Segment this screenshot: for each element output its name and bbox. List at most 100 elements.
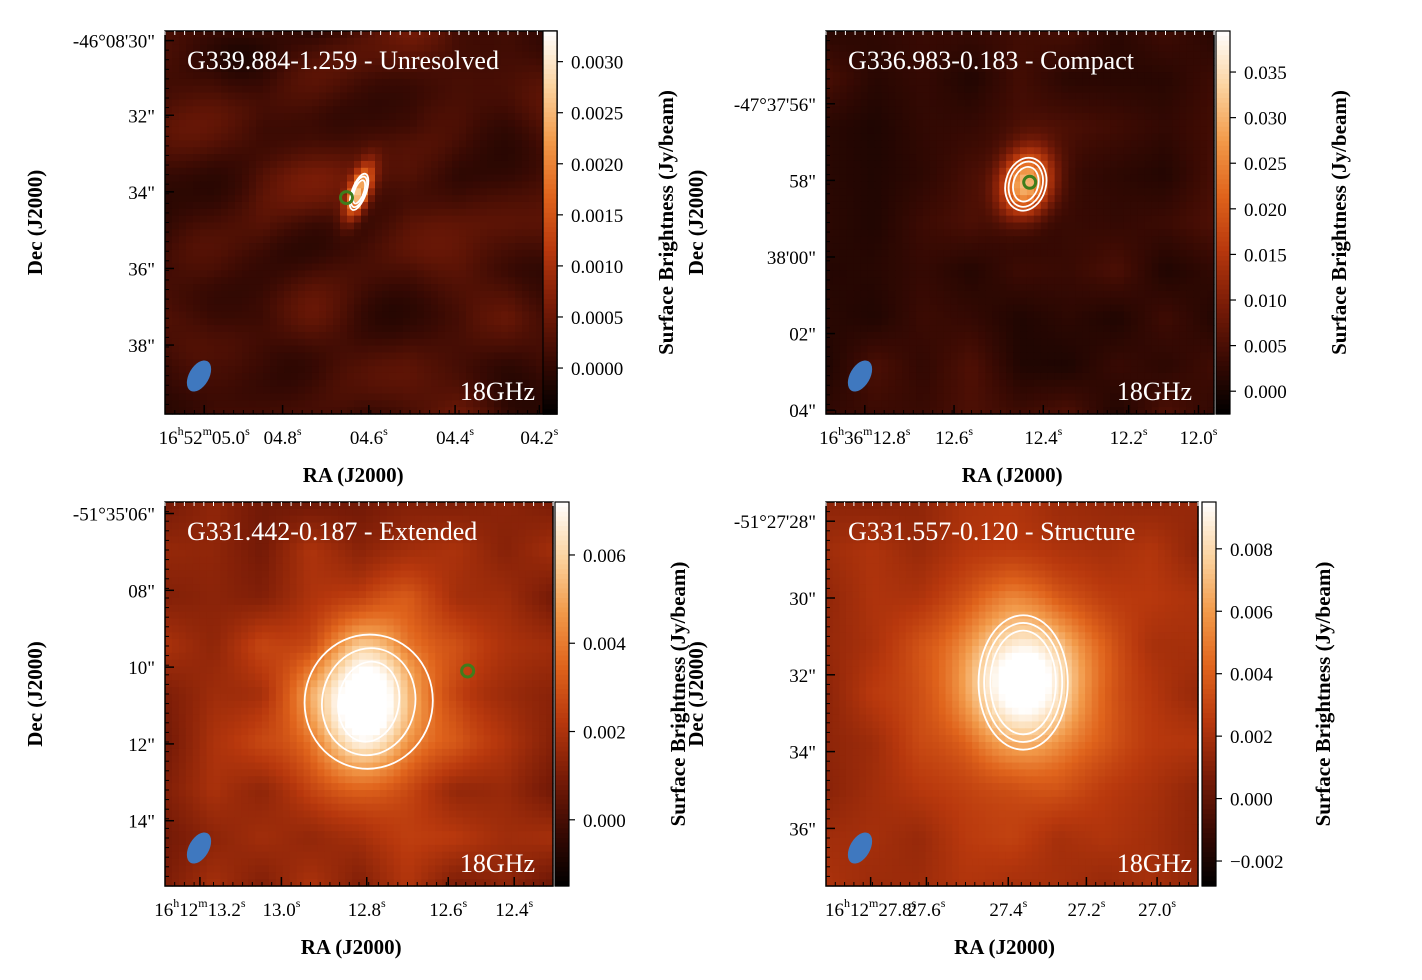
heatmap-pixel — [881, 140, 889, 148]
heatmap-pixel — [1123, 140, 1132, 148]
heatmap-pixel — [874, 188, 883, 196]
heatmap-pixel — [305, 140, 313, 148]
heatmap-pixel — [522, 78, 530, 87]
heatmap-pixel — [354, 331, 362, 340]
heatmap-pixel — [270, 407, 278, 415]
heatmap-pixel — [382, 99, 390, 107]
heatmap-pixel — [1013, 51, 1021, 59]
heatmap-pixel — [1151, 133, 1160, 142]
heatmap-pixel — [909, 65, 917, 73]
heatmap-pixel — [305, 160, 313, 169]
heatmap-pixel — [228, 31, 236, 39]
heatmap-pixel — [326, 154, 334, 162]
heatmap-pixel — [382, 372, 390, 381]
heatmap-pixel — [284, 37, 292, 46]
heatmap-pixel — [1047, 174, 1056, 183]
heatmap-pixel — [312, 359, 320, 367]
heatmap-pixel — [826, 215, 834, 224]
heatmap-pixel — [298, 201, 306, 210]
heatmap-pixel — [964, 92, 973, 100]
heatmap-pixel — [999, 133, 1007, 142]
heatmap-pixel — [992, 99, 1000, 107]
heatmap-pixel — [1144, 215, 1153, 224]
heatmap-pixel — [165, 92, 173, 100]
heatmap-pixel — [396, 400, 404, 408]
heatmap-pixel — [929, 58, 938, 66]
heatmap-pixel — [249, 51, 257, 59]
heatmap-pixel — [916, 154, 924, 162]
heatmap-pixel — [832, 160, 841, 169]
heatmap-pixel — [165, 126, 173, 135]
heatmap-pixel — [473, 318, 481, 326]
heatmap-pixel — [536, 167, 544, 176]
heatmap-pixel — [410, 154, 418, 162]
heatmap-pixel — [312, 65, 320, 73]
heatmap-pixel — [515, 236, 523, 244]
heatmap-pixel — [438, 318, 446, 326]
heatmap-pixel — [1172, 44, 1180, 53]
heatmap-pixel — [536, 236, 544, 244]
heatmap-pixel — [284, 236, 292, 244]
heatmap-pixel — [431, 31, 439, 39]
heatmap-pixel — [1026, 140, 1035, 148]
heatmap-pixel — [473, 359, 481, 367]
heatmap-pixel — [909, 140, 917, 148]
heatmap-pixel — [417, 236, 425, 244]
heatmap-pixel — [249, 113, 257, 121]
heatmap-pixel — [1117, 106, 1125, 114]
heatmap-pixel — [214, 126, 222, 135]
heatmap-pixel — [361, 277, 369, 285]
heatmap-pixel — [1117, 188, 1125, 196]
heatmap-pixel — [403, 160, 411, 169]
heatmap-pixel — [1082, 133, 1090, 142]
heatmap-pixel — [375, 263, 383, 271]
heatmap-pixel — [291, 366, 299, 374]
heatmap-pixel — [312, 208, 320, 217]
heatmap-pixel — [473, 297, 481, 306]
heatmap-pixel — [902, 147, 910, 155]
heatmap-pixel — [326, 331, 334, 340]
heatmap-pixel — [487, 65, 495, 73]
heatmap-pixel — [186, 174, 194, 183]
heatmap-pixel — [214, 147, 222, 155]
heatmap-pixel — [881, 181, 889, 189]
heatmap-pixel — [522, 188, 530, 196]
heatmap-pixel — [466, 44, 474, 53]
heatmap-pixel — [340, 297, 348, 306]
colorbar-segment — [543, 45, 557, 51]
heatmap-pixel — [1096, 133, 1104, 142]
heatmap-pixel — [431, 167, 439, 176]
heatmap-pixel — [326, 290, 334, 299]
heatmap-pixel — [487, 31, 495, 39]
heatmap-pixel — [179, 325, 187, 333]
heatmap-pixel — [480, 72, 488, 80]
heatmap-pixel — [1200, 72, 1208, 80]
heatmap-pixel — [417, 133, 425, 142]
heatmap-pixel — [256, 379, 264, 388]
heatmap-pixel — [487, 174, 495, 183]
heatmap-pixel — [950, 85, 959, 94]
heatmap-pixel — [200, 85, 208, 94]
heatmap-pixel — [971, 201, 980, 210]
heatmap-pixel — [410, 126, 418, 135]
heatmap-pixel — [375, 236, 383, 244]
heatmap-pixel — [1040, 208, 1049, 217]
heatmap-pixel — [305, 338, 313, 347]
heatmap-pixel — [964, 160, 973, 169]
colorbar-segment — [543, 35, 557, 42]
heatmap-pixel — [895, 113, 903, 121]
heatmap-pixel — [846, 37, 855, 46]
heatmap-pixel — [207, 277, 215, 285]
heatmap-pixel — [1026, 78, 1035, 87]
heatmap-pixel — [487, 140, 495, 148]
heatmap-pixel — [1006, 195, 1014, 203]
heatmap-pixel — [354, 379, 362, 388]
heatmap-pixel — [291, 263, 299, 271]
heatmap-pixel — [389, 181, 397, 189]
heatmap-pixel — [950, 174, 959, 183]
heatmap-pixel — [992, 167, 1000, 176]
heatmap-pixel — [438, 311, 446, 319]
heatmap-pixel — [826, 92, 834, 100]
heatmap-pixel — [999, 126, 1007, 135]
heatmap-pixel — [473, 243, 481, 251]
